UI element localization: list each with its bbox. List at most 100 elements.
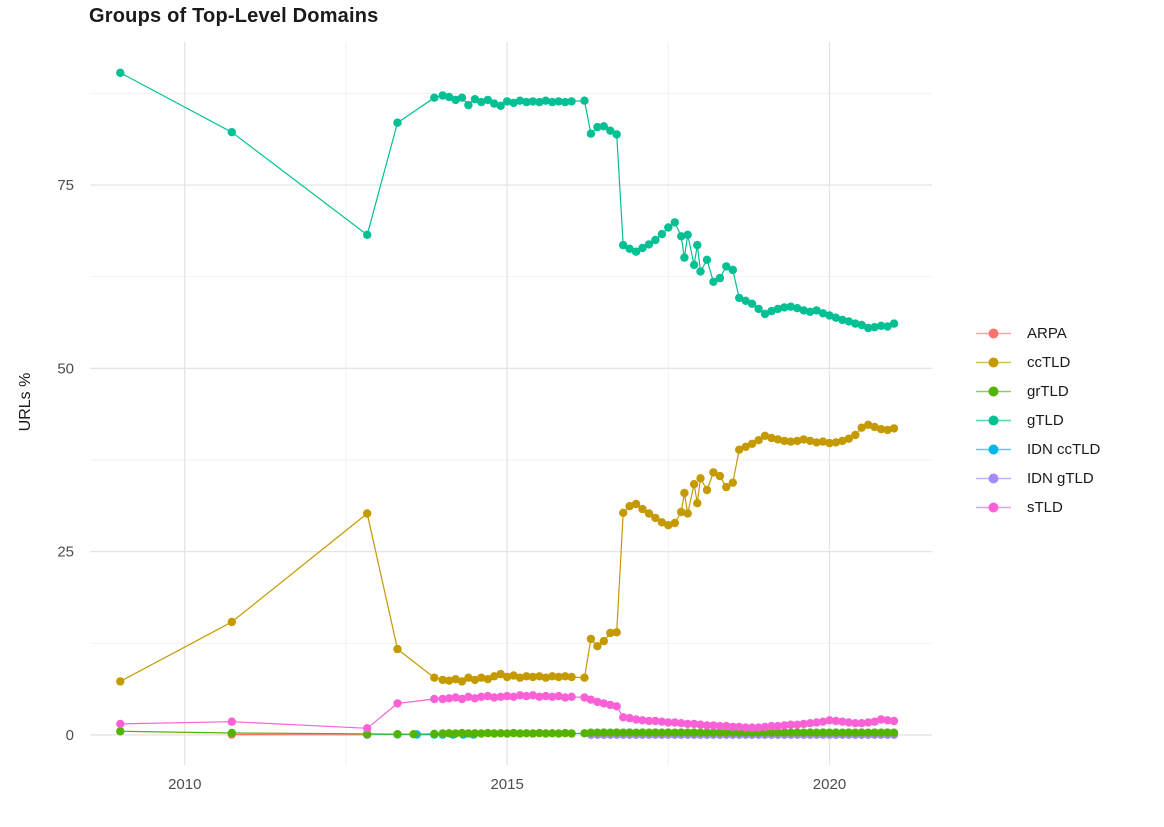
data-point-cctld [477, 673, 486, 682]
data-point-stld [702, 721, 712, 730]
data-point-gtld [870, 323, 879, 332]
data-point-gtld [227, 128, 236, 137]
y-tick-label: 75 [57, 177, 74, 194]
data-point-cctld [509, 671, 518, 680]
data-point-grtld [528, 729, 538, 738]
data-point-cctld [683, 509, 692, 518]
data-point-grtld [870, 728, 879, 737]
data-point-cctld [870, 422, 879, 432]
data-point-cctld [363, 509, 372, 518]
data-point-cctld [876, 425, 886, 434]
data-point-grtld [430, 729, 439, 738]
legend-key-stld [976, 502, 1011, 513]
data-point-stld [496, 692, 505, 701]
data-point-grtld [889, 728, 899, 737]
legend-label-arpa: ARPA [1027, 325, 1067, 342]
data-point-cctld [728, 478, 737, 487]
data-point-cctld [773, 435, 783, 444]
data-point-cctld [889, 424, 899, 433]
data-point-gtld [709, 277, 718, 286]
data-point-grtld [709, 728, 718, 737]
data-point-grtld [548, 729, 557, 738]
data-point-grtld [838, 728, 847, 737]
data-point-cctld [780, 436, 789, 446]
data-point-stld [825, 716, 834, 725]
data-point-gtld [444, 92, 454, 102]
legend-label-cctld: ccTLD [1027, 354, 1071, 371]
data-point-cctld [490, 672, 499, 681]
data-point-grtld [857, 728, 866, 737]
data-point-gtld [799, 306, 808, 315]
data-point-stld [457, 694, 467, 704]
data-point-stld [515, 691, 525, 700]
data-point-grtld [786, 728, 795, 737]
data-point-grtld [509, 728, 518, 738]
data-point-cctld [735, 445, 744, 454]
data-point-gtld [477, 97, 486, 107]
data-point-stld [116, 719, 125, 729]
data-point-cctld [812, 438, 821, 447]
data-point-grtld [612, 728, 621, 737]
data-point-cctld [444, 676, 454, 685]
data-point-cctld [528, 672, 538, 682]
data-point-gtld [831, 313, 841, 322]
data-point-grtld [606, 728, 615, 737]
data-point-cctld [541, 673, 550, 682]
data-point-gtld [767, 306, 776, 316]
data-point-grtld [567, 729, 576, 738]
data-point-stld [864, 718, 873, 727]
legend-item-stld: sTLD [975, 493, 1100, 522]
data-point-cctld [747, 439, 757, 448]
data-point-grtld [477, 729, 486, 738]
data-point-cctld [786, 437, 795, 446]
data-point-gtld [599, 122, 608, 131]
data-point-gtld [438, 91, 447, 100]
data-point-gtld [393, 118, 402, 127]
data-point-gtld [857, 320, 866, 330]
data-point-grtld [844, 728, 853, 737]
data-point-grtld [593, 728, 602, 737]
data-point-stld [657, 717, 667, 726]
data-point-cctld [664, 521, 673, 530]
data-point-cctld [760, 431, 770, 440]
data-point-gtld [702, 255, 712, 264]
data-point-cctld [586, 634, 596, 644]
data-point-stld [548, 692, 557, 701]
data-point-gtld [638, 243, 647, 253]
data-point-stld [477, 692, 486, 701]
data-point-cctld [599, 636, 608, 646]
x-tick-label: 2020 [813, 776, 846, 793]
data-point-gtld [735, 293, 744, 303]
data-point-cctld [483, 675, 492, 684]
data-point-cctld [535, 672, 544, 681]
data-point-stld [599, 699, 608, 708]
data-point-gtld [747, 299, 757, 308]
data-point-gtld [680, 253, 689, 262]
data-point-cctld [457, 677, 467, 686]
data-point-gtld [363, 230, 372, 239]
data-point-grtld [515, 729, 525, 738]
legend-label-stld: sTLD [1027, 499, 1063, 516]
data-point-stld [870, 717, 879, 726]
data-point-gtld [696, 267, 705, 276]
data-point-cctld [451, 675, 460, 684]
data-point-stld [876, 715, 886, 724]
data-point-cctld [580, 673, 589, 682]
data-point-gtld [838, 315, 847, 325]
data-point-gtld [812, 306, 821, 315]
data-point-gtld [580, 96, 589, 105]
data-point-cctld [430, 673, 439, 682]
data-point-stld [483, 691, 492, 701]
data-point-cctld [496, 669, 505, 679]
data-point-gtld [754, 304, 763, 314]
data-point-grtld [451, 729, 460, 738]
data-point-stld [586, 695, 596, 704]
data-point-stld [696, 720, 705, 729]
data-point-stld [709, 721, 718, 730]
data-point-grtld [689, 728, 699, 737]
legend-key-idn-cctld [976, 444, 1011, 455]
data-point-cctld [619, 508, 628, 517]
data-point-gtld [780, 303, 789, 312]
data-point-gtld [606, 126, 615, 135]
data-point-grtld [638, 728, 647, 737]
